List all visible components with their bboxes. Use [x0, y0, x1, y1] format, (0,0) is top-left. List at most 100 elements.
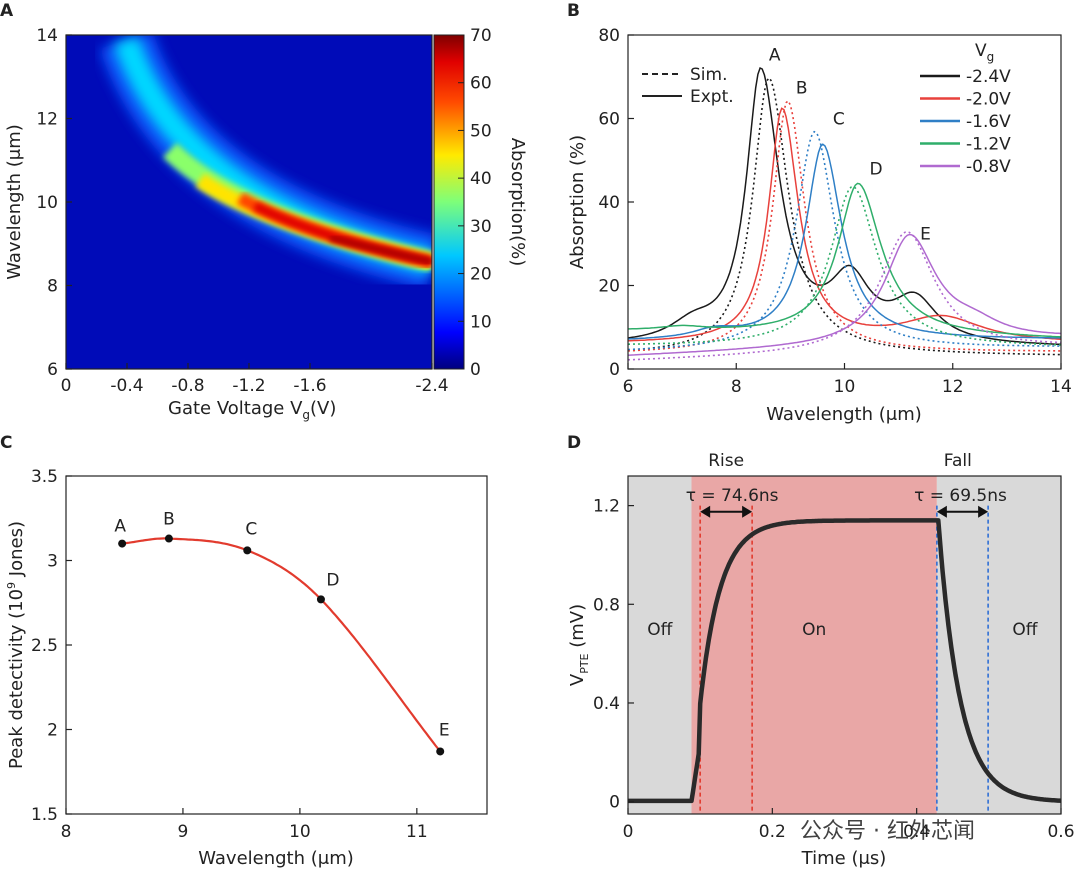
fall-tau-label: τ = 69.5ns — [914, 486, 1007, 506]
panel-a-letter: A — [0, 1, 14, 21]
legend-styles: Sim. Expt. — [642, 65, 734, 107]
panel-d-axes: 0 0.2 0.4 0.6 0 0.4 0.8 1.2 — [593, 497, 1075, 842]
panel-b-peak-labels: AB C D E — [769, 45, 931, 244]
sim-curve-D — [628, 185, 1061, 346]
expt-curve-D — [628, 182, 1061, 338]
point-label-E: E — [439, 720, 450, 740]
panel-b-xlabel: Wavelength (μm) — [766, 404, 922, 425]
colorbar-tick-label: 40 — [470, 169, 492, 189]
x-tick-label: 0 — [61, 376, 72, 396]
point-label-A: A — [114, 517, 126, 537]
y-tick-label: 80 — [598, 26, 620, 46]
panel-c-ylabel: Peak detectivity (109 Jones) — [5, 521, 27, 769]
colorbar-tick-label: 50 — [470, 121, 492, 141]
peak-label-D: D — [869, 160, 882, 180]
detectivity-curve — [121, 537, 442, 753]
colorbar-tick-label: 20 — [470, 265, 492, 285]
sim-curve-C — [628, 130, 1061, 351]
vpte-signal — [627, 518, 1062, 804]
peak-label-E: E — [920, 224, 931, 244]
panel-d-xlabel: Time (μs) — [801, 848, 887, 869]
panel-b-axes: 6 8 10 12 14 0 20 40 60 80 — [598, 26, 1071, 397]
y-tick-label: 0.8 — [593, 595, 620, 615]
x-tick-label: 10 — [834, 377, 856, 397]
x-tick-label: 0.4 — [903, 822, 930, 842]
x-tick-label: 8 — [731, 377, 742, 397]
y-tick-label: 14 — [36, 26, 58, 46]
panel-d-letter: D — [567, 433, 581, 453]
x-tick-label: 10 — [289, 822, 311, 842]
expt-curve-B — [628, 107, 1061, 342]
y-tick-label: 6 — [47, 360, 58, 380]
y-tick-label: 0.4 — [593, 694, 620, 714]
peak-label-A: A — [769, 45, 781, 65]
rise-arrow-head-right — [742, 505, 753, 518]
panel-c-xlabel: Wavelength (μm) — [198, 848, 354, 869]
y-tick-label: 8 — [47, 277, 58, 297]
panel-a-ylabel: Wavelength (μm) — [4, 124, 25, 280]
point-label-B: B — [163, 510, 175, 530]
heatmap — [66, 35, 432, 369]
colorbar-tick-label: 10 — [470, 312, 492, 332]
y-tick-label: 1.2 — [593, 497, 620, 517]
legend-sim: Sim. — [690, 65, 727, 85]
rise-arrow-head-left — [700, 505, 711, 518]
point-D — [316, 595, 325, 604]
colorbar-label: Absorption(%) — [507, 138, 528, 267]
x-tick-label: 0.2 — [759, 822, 786, 842]
rise-title: Rise — [708, 451, 744, 471]
colorbar-tick-label: 70 — [470, 26, 492, 46]
legend-expt: Expt. — [690, 87, 734, 107]
y-tick-label: 20 — [598, 277, 620, 297]
x-tick-label: -1.6 — [293, 376, 326, 396]
panel-c: C 8 9 10 11 1.5 2 2.5 3 3.5 A B C D E Wavelength (μm… — [0, 433, 488, 869]
point-A — [118, 539, 127, 548]
panel-b-curves — [628, 66, 1061, 361]
panel-d-ylabel: VPTE (mV) — [567, 604, 591, 686]
y-tick-label: 60 — [598, 110, 620, 130]
point-B — [164, 534, 173, 543]
region-on — [691, 476, 937, 814]
legend-vg-label: -1.2V — [966, 135, 1011, 155]
rise-tau-label: τ = 74.6ns — [686, 486, 779, 506]
y-tick-label: 2.5 — [31, 636, 58, 656]
y-tick-label: 0 — [609, 793, 620, 813]
y-tick-label: 0 — [609, 360, 620, 380]
legend-vg-label: -0.8V — [966, 157, 1011, 177]
panel-a-xlabel: Gate Voltage Vg(V) — [168, 398, 336, 422]
rise-fall-markers: τ = 74.6ns Rise τ = 69.5ns Fall — [686, 451, 1007, 814]
legend-vg-title: Vg — [975, 41, 994, 64]
y-tick-label: 10 — [36, 193, 58, 213]
x-tick-label: -0.8 — [171, 376, 204, 396]
y-tick-label: 12 — [36, 110, 58, 130]
y-tick-label: 3 — [47, 552, 58, 572]
panel-b-letter: B — [567, 1, 580, 21]
x-tick-label: 8 — [61, 822, 72, 842]
point-label-D: D — [326, 570, 339, 590]
colorbar — [433, 34, 465, 370]
y-tick-label: 40 — [598, 193, 620, 213]
region-label-on: On — [802, 620, 826, 640]
time-regions: Off On Off — [628, 476, 1061, 814]
region-label-off-left: Off — [647, 620, 673, 640]
x-tick-label: -1.2 — [232, 376, 265, 396]
expt-curve-C — [628, 143, 1061, 340]
colorbar-tick-label: 60 — [470, 74, 492, 94]
sim-curve-B — [628, 99, 1061, 352]
legend-vg-label: -2.0V — [966, 90, 1011, 110]
colorbar-ticks: 0 10 20 30 40 50 60 70 — [458, 26, 492, 380]
panel-c-axes: 8 9 10 11 1.5 2 2.5 3 3.5 — [31, 467, 428, 842]
x-tick-label: -0.4 — [110, 376, 143, 396]
x-tick-label: 12 — [942, 377, 964, 397]
legend-vg-label: -1.6V — [966, 112, 1011, 132]
legend-vg: Vg -2.4V -2.0V-1.6V -1.2V-0.8V — [920, 41, 1011, 177]
fall-title: Fall — [944, 451, 972, 471]
fall-arrow-head-left — [936, 505, 947, 518]
legend-vg-label: -2.4V — [966, 67, 1011, 87]
watermark: 公众号 · 红外芯闻 — [800, 819, 975, 844]
x-tick-label: 0 — [623, 822, 634, 842]
x-tick-label: 9 — [178, 822, 189, 842]
